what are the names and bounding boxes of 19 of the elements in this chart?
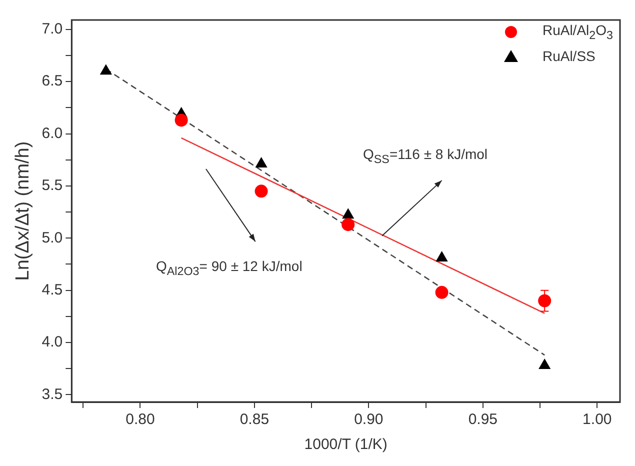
y-tick-label: 3.5: [42, 386, 63, 403]
y-tick-label: 5.5: [42, 177, 63, 194]
y-tick-label: 6.0: [42, 124, 63, 142]
annotation: Q$_{Al2O3}$= 90 ± 12 kJ/mol: [156, 258, 302, 278]
y-tick-label: 6.5: [42, 72, 63, 90]
legend-label: RuAl/Al$_{2}$O$_{3}$: [542, 22, 613, 42]
x-axis-title: 1000/T (1/K): [304, 436, 388, 454]
x-tick-label: 1.00: [582, 411, 612, 428]
y-tick-label: 4.0: [42, 334, 63, 351]
legend-label: RuAl/SS: [542, 48, 596, 64]
y-tick-label: 7.0: [42, 20, 63, 38]
y-tick-label: 5.0: [42, 229, 63, 246]
y-axis-title: Ln(Δx/Δt) (nm/h): [12, 141, 34, 281]
x-tick-label: 0.95: [468, 411, 498, 428]
x-tick-label: 0.80: [126, 411, 155, 428]
x-tick-label: 0.90: [354, 411, 384, 428]
x-tick-label: 0.85: [240, 411, 270, 428]
annotation: Q$_{SS}$=116 ± 8 kJ/mol: [363, 146, 488, 166]
y-tick-label: 4.5: [42, 281, 63, 298]
